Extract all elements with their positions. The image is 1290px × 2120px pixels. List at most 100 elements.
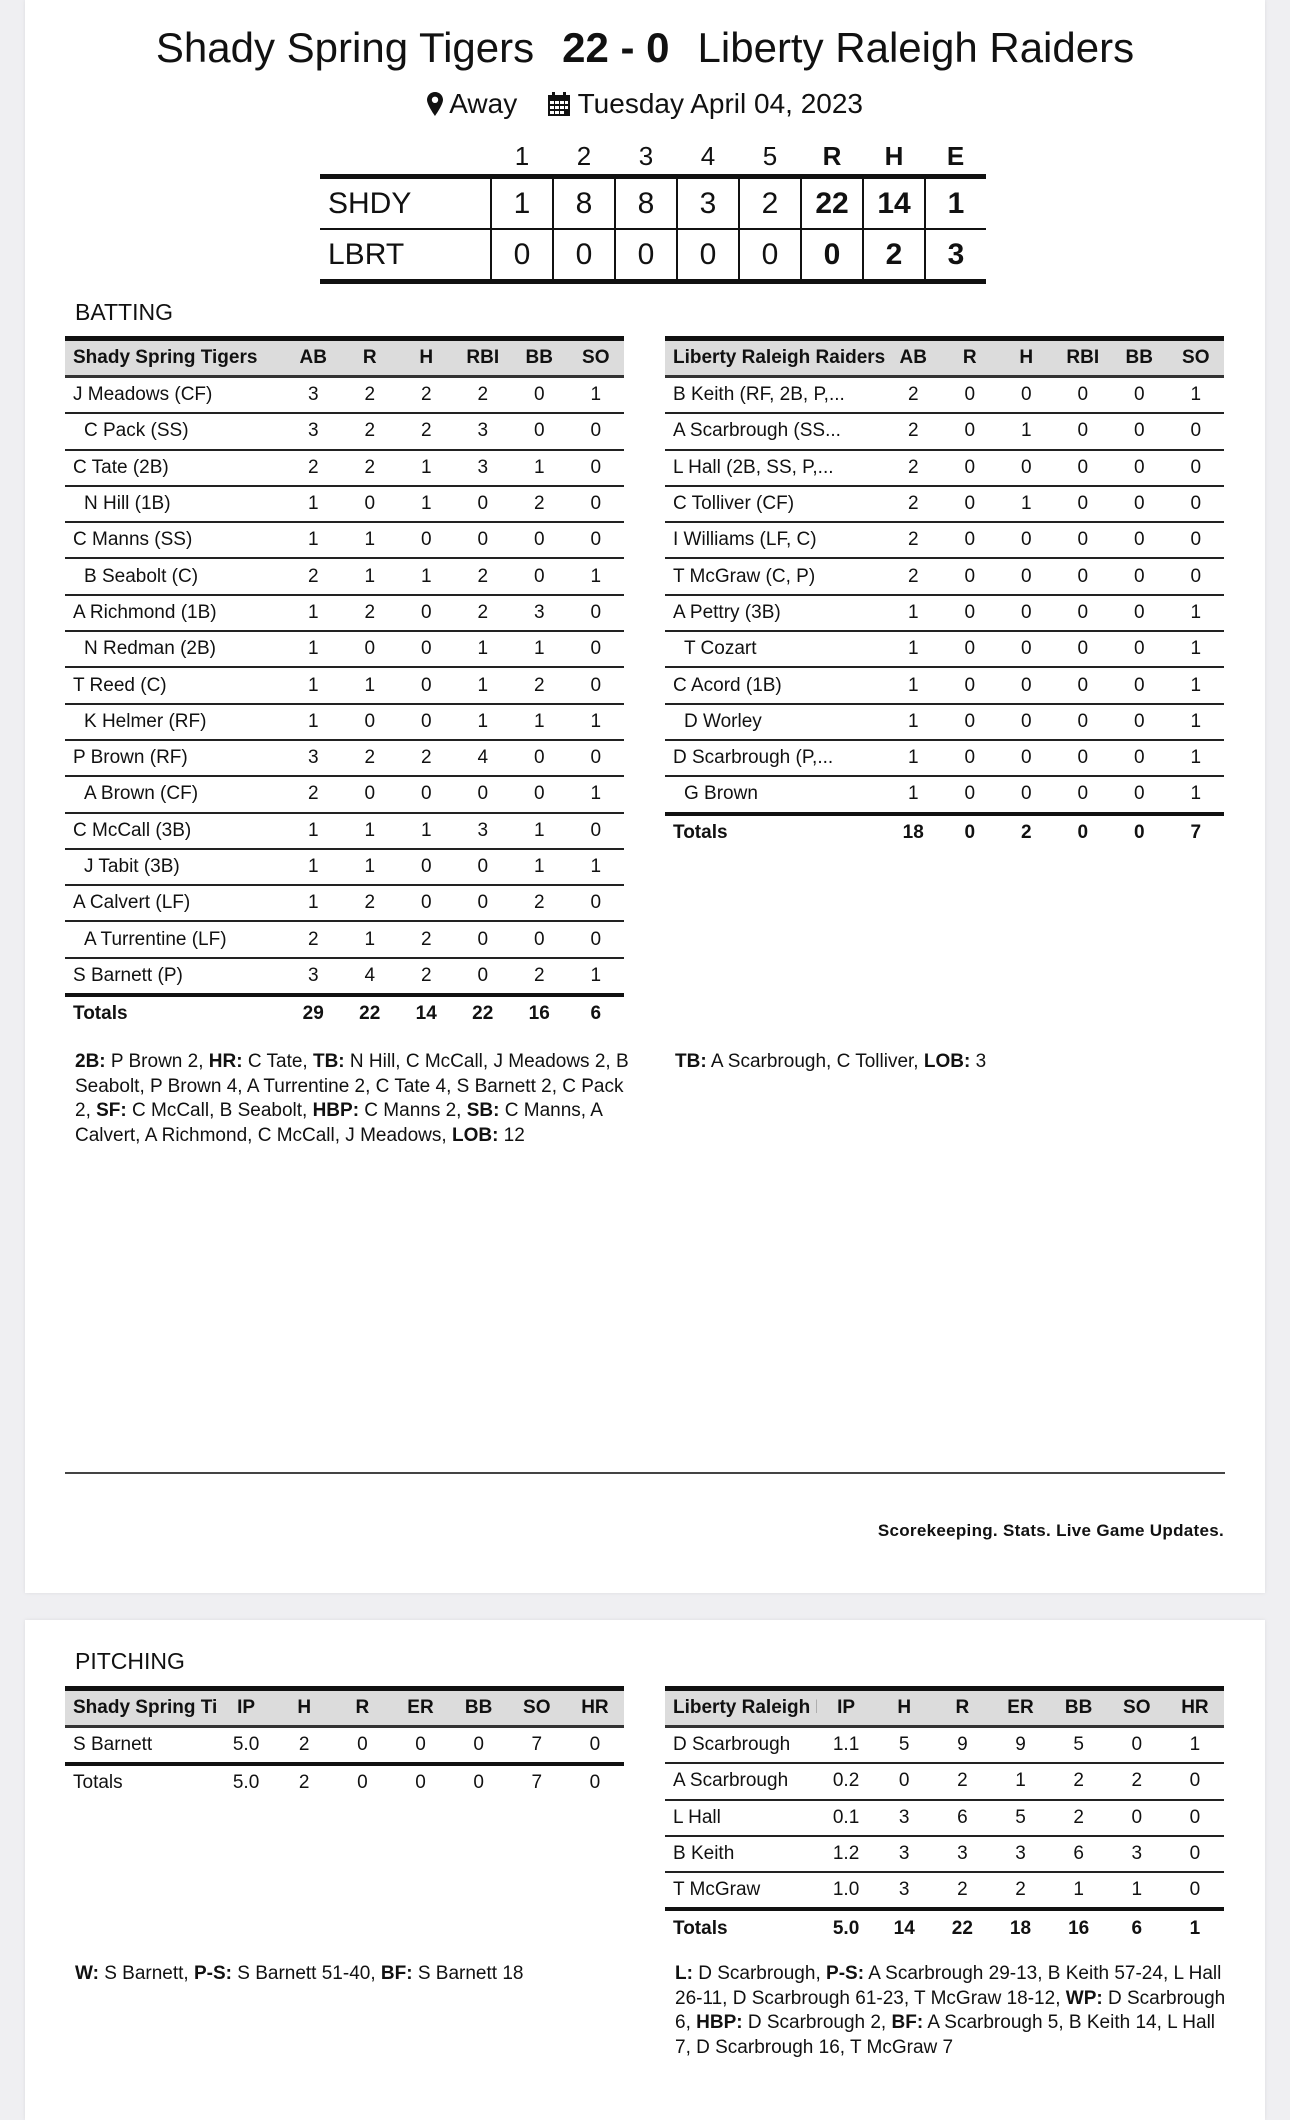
stat-column-header: RBI	[454, 336, 511, 378]
stat-cell: 0	[398, 703, 455, 741]
stat-cell: 0	[1054, 703, 1111, 741]
player-name: C Pack (SS)	[65, 413, 285, 451]
stat-cell: 2	[1107, 1763, 1166, 1801]
footer-tagline: Scorekeeping. Stats. Live Game Updates.	[877, 1521, 1224, 1540]
stat-cell: 1	[454, 703, 511, 741]
note-label: BF:	[891, 2012, 924, 2033]
note-label: WP:	[1065, 1987, 1103, 2009]
note-text: A Scarbrough 5, B Keith 14, L Hall 7, D …	[675, 2012, 1216, 2058]
home-batting-table: Shady Spring Tigers AB R H RBI BB SO J Meadows …	[65, 336, 624, 1032]
stat-cell: 1	[885, 594, 942, 633]
note-label: HR:	[208, 1051, 243, 1072]
linescore-team: LBRT	[320, 228, 491, 284]
stat-cell: 1	[567, 957, 624, 997]
stat-cell: 0	[1054, 522, 1111, 560]
stat-cell: 0	[1111, 703, 1168, 741]
stat-cell: 3	[454, 812, 511, 850]
stat-cell: 0	[454, 921, 511, 959]
stat-cell: 1	[991, 1763, 1050, 1801]
stat-cell: 0	[454, 885, 511, 923]
stat-cell: 0	[398, 667, 455, 705]
stat-cell: 3	[285, 739, 342, 778]
stat-cell: 1	[885, 703, 942, 741]
note-text: N Hill, C McCall, J Meadows 2, B Seabolt…	[75, 1051, 629, 1121]
stat-cell: 0	[398, 631, 455, 669]
player-name: C Tate (2B)	[65, 449, 285, 487]
player-name: B Seabolt (C)	[65, 558, 285, 596]
totals-cell: 7	[507, 1762, 566, 1801]
stat-cell: 1	[285, 667, 342, 705]
linescore-team: SHDY	[320, 174, 491, 229]
game-title: Shady Spring Tigers 22 - 0 Liberty Raleigh…	[0, 24, 1290, 72]
stat-cell: 0	[511, 776, 568, 814]
note-text: C Manns 2,	[359, 1100, 467, 1121]
stat-cell: 1	[1167, 631, 1224, 669]
stat-cell: 0	[567, 594, 624, 633]
pitching-heading: PITCHING	[75, 1648, 185, 1674]
stat-cell: 2	[454, 558, 511, 596]
stat-cell: 1	[998, 413, 1055, 451]
stat-cell: 0	[1167, 449, 1224, 487]
note-label: L:	[675, 1963, 693, 1984]
stat-cell: 1	[341, 921, 398, 959]
totals-cell: 14	[875, 1907, 934, 1946]
home-pitching-table: Shady Spring TigersIPHRERBBSOHRS Barnett…	[65, 1686, 624, 1801]
totals-row: Totals 29 22 14 22 16 6	[65, 993, 624, 1032]
stat-cell: 1	[285, 485, 342, 524]
stat-cell: 3	[285, 413, 342, 451]
player-name: A Richmond (1B)	[65, 594, 285, 633]
batting-heading: BATTING	[75, 299, 173, 325]
totals-cell: 6	[1107, 1907, 1166, 1946]
stat-cell: 9	[991, 1726, 1050, 1765]
stat-cell: 2	[285, 776, 342, 814]
player-row: A Brown (CF) 2 0 0 0 0 1	[65, 776, 624, 814]
linescore-column-header: E	[946, 140, 965, 171]
player-row: D Scarbrough (P,... 1 0 0 0 0 1	[665, 739, 1224, 778]
stat-cell: 0	[1167, 485, 1224, 524]
stat-cell: 0	[941, 739, 998, 778]
note-text: D Scarbrough 6,	[675, 1987, 1226, 2034]
player-row: C Tolliver (CF) 2 0 1 0 0 0	[665, 485, 1224, 524]
game-info: Away Tuesday April 04, 2023	[0, 88, 1290, 120]
stat-cell: 4	[454, 739, 511, 778]
stat-cell: 1	[885, 776, 942, 815]
totals-cell: 6	[567, 993, 624, 1032]
player-row: A Scarbrough 0.2 0 2 1 2 2 0	[665, 1763, 1224, 1801]
map-pin-icon	[427, 88, 443, 119]
player-row: A Richmond (1B) 1 2 0 2 3 0	[65, 594, 624, 633]
stat-cell: 2	[511, 957, 568, 997]
stat-cell: 0	[941, 376, 998, 415]
stat-column-header: BB	[1111, 336, 1168, 378]
stat-cell: 1	[567, 558, 624, 596]
game-date: Tuesday April 04, 2023	[577, 88, 863, 119]
home-batting-notes: 2B: P Brown 2, HR: C Tate, TB: N Hill, C…	[75, 1050, 635, 1148]
stat-cell: 0	[998, 376, 1055, 415]
stat-cell: 2	[341, 449, 398, 487]
linescore-column-header: 4	[700, 140, 716, 171]
player-row: D Scarbrough 1.1 5 9 9 5 0 1	[665, 1726, 1224, 1765]
player-name: J Meadows (CF)	[65, 376, 285, 415]
stat-cell: 1	[885, 631, 942, 669]
stat-cell: 0	[941, 413, 998, 451]
stat-cell: 6	[1049, 1835, 1108, 1874]
stat-cell: 1	[285, 703, 342, 741]
linescore-cell: 0	[490, 228, 553, 284]
stat-cell: 1	[1167, 776, 1224, 815]
note-label: 2B:	[75, 1051, 106, 1072]
stat-cell: 2	[285, 921, 342, 959]
stat-cell: 2	[885, 449, 942, 487]
stat-cell: 0	[998, 631, 1055, 669]
player-name: A Calvert (LF)	[65, 885, 285, 923]
linescore-cell: 3	[924, 228, 986, 284]
note-label: P-S:	[193, 1963, 232, 1984]
stat-cell: 2	[341, 739, 398, 778]
stat-cell: 0	[341, 485, 398, 524]
player-name: K Helmer (RF)	[65, 703, 285, 741]
note-text: C McCall, B Seabolt,	[126, 1100, 313, 1121]
stat-cell: 0	[941, 449, 998, 487]
stat-cell: 2	[511, 885, 568, 923]
stat-cell: 0	[1054, 413, 1111, 451]
stat-cell: 0	[1054, 667, 1111, 705]
away-pitching-notes: L: D Scarbrough, P-S: A Scarbrough 29-13…	[675, 1962, 1235, 2060]
player-row: C Tate (2B) 2 2 1 3 1 0	[65, 449, 624, 487]
